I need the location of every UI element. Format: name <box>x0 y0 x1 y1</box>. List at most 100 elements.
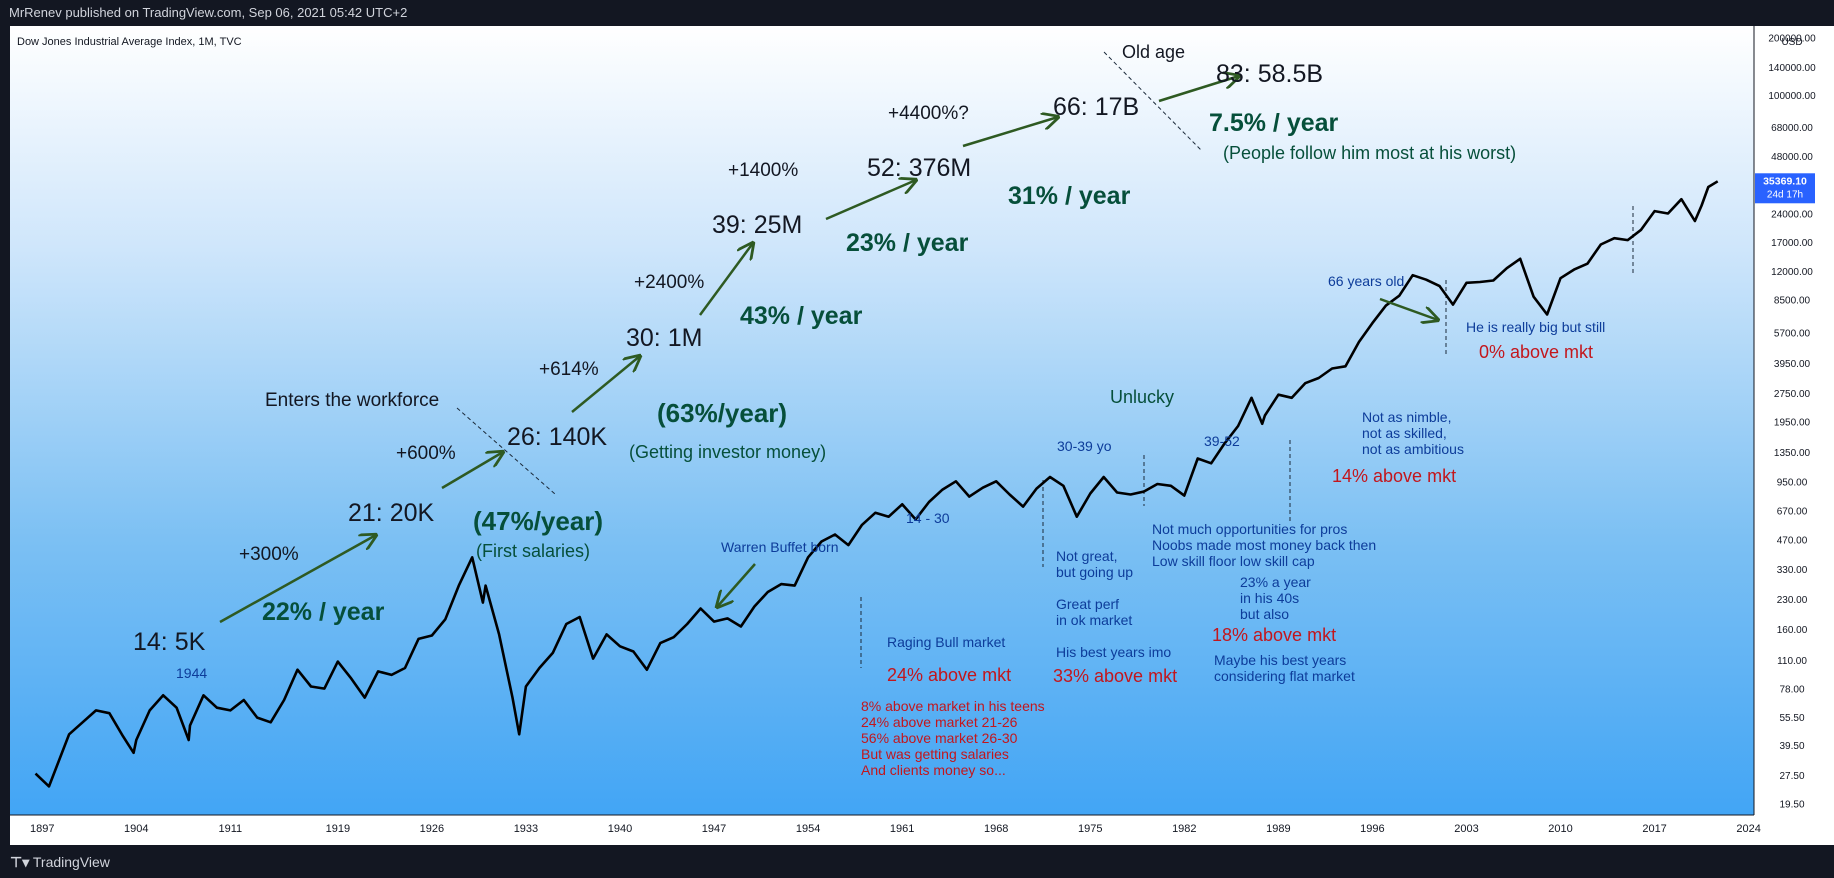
label-maybe-best: Maybe his best years <box>1214 652 1346 668</box>
x-tick-label: 1947 <box>702 823 726 835</box>
x-tick-label: 1919 <box>326 823 350 835</box>
label-old-age: Old age <box>1122 42 1185 62</box>
label-best-years-imo: His best years imo <box>1056 644 1171 660</box>
y-tick-label: 670.00 <box>1777 506 1808 517</box>
price-axis[interactable] <box>1754 26 1834 815</box>
plot-background <box>10 26 1754 815</box>
x-tick-label: 1926 <box>420 823 444 835</box>
wealth-arrows <box>219 76 1438 624</box>
label-plus2400: +2400% <box>634 272 704 293</box>
label-plus600: +600% <box>396 443 456 464</box>
label-not-skilled: not as skilled, <box>1362 425 1447 441</box>
rate-labels: 22% / year (47%/year) (63%/year) 43% / y… <box>262 109 1339 626</box>
label-plus300: +300% <box>239 544 299 565</box>
y-tick-label: 2750.00 <box>1774 389 1811 400</box>
y-tick-label: 12000.00 <box>1771 267 1813 278</box>
label-great-perf: Great perf <box>1056 596 1119 612</box>
label-31pct: 31% / year <box>1008 182 1131 210</box>
label-going-up: but going up <box>1056 564 1133 580</box>
x-axis-ticks: 1897 1904 1911 1919 1926 1933 1940 1947 1954 1961… <box>30 823 1761 835</box>
label-plus4400: +4400%? <box>888 103 969 124</box>
y-tick-label: 100000.00 <box>1768 91 1816 102</box>
label-14-5k: 14: 5K <box>133 628 206 656</box>
x-tick-label: 2017 <box>1642 823 1666 835</box>
y-tick-label: 950.00 <box>1777 477 1808 488</box>
x-tick-label: 1933 <box>514 823 538 835</box>
publisher-text: MrRenev published on TradingView.com, Se… <box>9 5 408 20</box>
time-axis[interactable] <box>10 815 1834 845</box>
label-18-above: 18% above mkt <box>1212 625 1336 645</box>
y-tick-label: 5700.00 <box>1774 329 1811 340</box>
label-8-above: 8% above market in his teens <box>861 698 1045 714</box>
label-14-above: 14% above mkt <box>1332 466 1456 486</box>
label-39-52: 39-52 <box>1204 433 1240 449</box>
tradingview-logo[interactable]: ⊤▾ TradingView <box>10 854 110 871</box>
x-tick-label: 1940 <box>608 823 632 835</box>
label-52-376m: 52: 376M <box>867 154 971 182</box>
y-tick-label: 330.00 <box>1777 565 1808 576</box>
y-tick-label: 68000.00 <box>1771 123 1813 134</box>
y-tick-label: 19.50 <box>1779 800 1804 811</box>
y-tick-label: 8500.00 <box>1774 296 1811 307</box>
label-43pct: 43% / year <box>740 302 863 330</box>
y-tick-label: 1950.00 <box>1774 418 1811 429</box>
age-wealth-labels: 14: 5K 21: 20K 26: 140K 30: 1M 39: 25M 5… <box>133 60 1323 656</box>
label-26-140k: 26: 140K <box>507 423 607 451</box>
commentary-labels: 1944 Warren Buffet born 14 - 30 Raging B… <box>176 273 1605 684</box>
label-low-skill: Low skill floor low skill cap <box>1152 553 1315 569</box>
currency-label: USD <box>1781 37 1802 48</box>
chart-title: Dow Jones Industrial Average Index, 1M, … <box>17 36 242 48</box>
label-83-58-5b: 83: 58.5B <box>1216 60 1323 88</box>
label-23pct: 23% / year <box>846 229 969 257</box>
y-tick-label: 39.50 <box>1779 741 1804 752</box>
x-tick-label: 1904 <box>124 823 148 835</box>
y-axis-ticks: 200000.00 140000.00 100000.00 68000.00 48000… <box>1768 34 1816 811</box>
label-23-a-year: 23% a year <box>1240 574 1311 590</box>
label-63pct: (63%/year) <box>657 398 787 428</box>
tv-icon: ⊤▾ <box>10 854 30 870</box>
y-tick-label: 1350.00 <box>1774 448 1811 459</box>
x-tick-label: 1911 <box>219 823 243 835</box>
label-raging-bull: Raging Bull market <box>887 634 1005 650</box>
label-ok-market: in ok market <box>1056 612 1132 628</box>
label-47pct: (47%/year) <box>473 506 603 536</box>
x-tick-label: 2024 <box>1736 823 1760 835</box>
y-tick-label: 78.00 <box>1779 685 1804 696</box>
x-tick-label: 2010 <box>1548 823 1572 835</box>
label-66-17b: 66: 17B <box>1053 93 1139 121</box>
label-flat-market: considering flat market <box>1214 668 1355 684</box>
label-plus1400: +1400% <box>728 160 798 181</box>
label-plus614: +614% <box>539 359 599 380</box>
y-tick-label: 55.50 <box>1779 713 1804 724</box>
label-investor-money: (Getting investor money) <box>629 442 826 462</box>
label-clients-money: And clients money so... <box>861 762 1006 778</box>
y-tick-label: 140000.00 <box>1768 63 1816 74</box>
label-people-follow: (People follow him most at his worst) <box>1223 143 1516 163</box>
label-enters-workforce: Enters the workforce <box>265 390 439 411</box>
x-tick-label: 1961 <box>890 823 914 835</box>
y-tick-label: 470.00 <box>1777 536 1808 547</box>
label-14-30: 14 - 30 <box>906 510 950 526</box>
y-tick-label: 48000.00 <box>1771 152 1813 163</box>
label-really-big: He is really big but still <box>1466 319 1605 335</box>
y-tick-label: 24000.00 <box>1771 209 1813 220</box>
growth-labels: +300% +600% Enters the workforce +614% +… <box>239 42 1185 565</box>
label-but-also: but also <box>1240 606 1289 622</box>
label-39-25m: 39: 25M <box>712 211 802 239</box>
last-price-badge[interactable]: 35369.10 24d 17h <box>1755 173 1815 204</box>
label-30-39: 30-39 yo <box>1057 438 1112 454</box>
footer-bar: ⊤▾ TradingView <box>0 847 1834 878</box>
label-21-20k: 21: 20K <box>348 499 435 527</box>
x-tick-label: 1989 <box>1266 823 1290 835</box>
label-7-5pct: 7.5% / year <box>1209 109 1339 137</box>
label-1944: 1944 <box>176 665 207 681</box>
label-in-his-40s: in his 40s <box>1240 590 1299 606</box>
x-tick-label: 1968 <box>984 823 1008 835</box>
label-24-above-21-26: 24% above market 21-26 <box>861 714 1018 730</box>
label-56-above: 56% above market 26-30 <box>861 730 1018 746</box>
y-tick-label: 110.00 <box>1777 656 1807 667</box>
dow-price-line <box>34 180 1719 788</box>
last-price-value: 35369.10 <box>1763 175 1807 187</box>
label-buffett-born: Warren Buffet born <box>721 539 839 555</box>
